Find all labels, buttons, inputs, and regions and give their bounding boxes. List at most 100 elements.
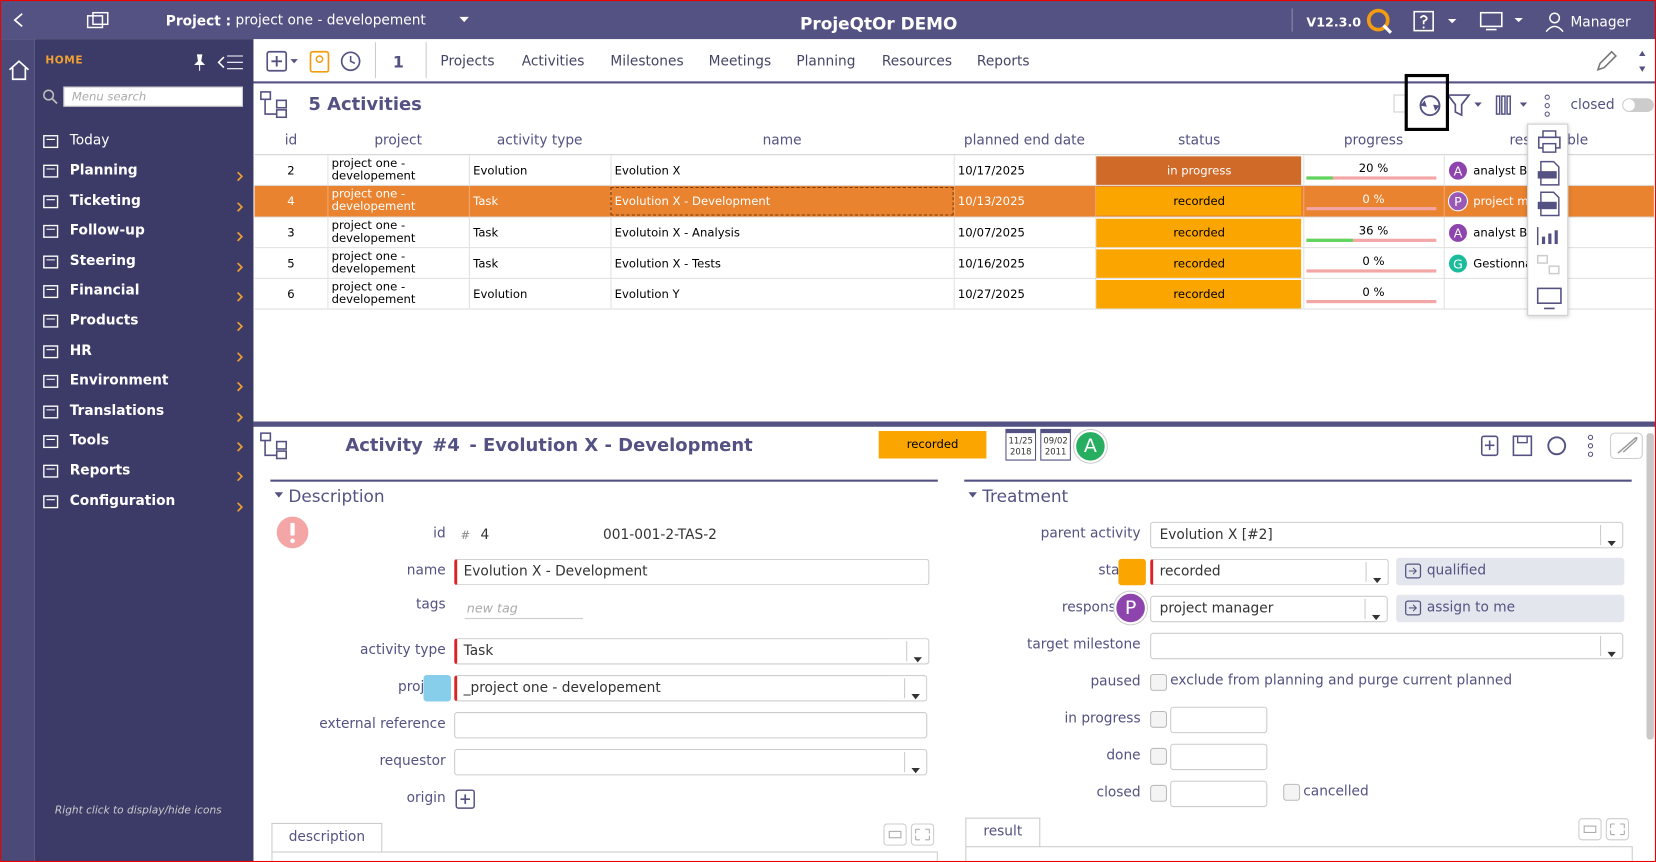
column-header[interactable]: project: [327, 133, 469, 149]
button-icon-svg: [1405, 563, 1422, 580]
toolbar-icons[interactable]: [266, 50, 372, 75]
column-header[interactable]: activity type: [469, 133, 611, 149]
table-row[interactable]: 5project one - developementTaskEvolution…: [255, 248, 1654, 279]
menu-item[interactable]: Follow-up: [70, 223, 145, 239]
menu-item[interactable]: Ticketing: [70, 193, 141, 209]
nav-tab[interactable]: Milestones: [610, 54, 683, 70]
menu-item[interactable]: Steering: [70, 253, 136, 269]
input-field[interactable]: [454, 638, 929, 664]
more-icon[interactable]: [1542, 94, 1553, 119]
detail-icon: [260, 432, 292, 459]
input-field[interactable]: [1150, 633, 1623, 659]
text-tab-label[interactable]: description: [271, 829, 382, 845]
table-row[interactable]: 6project one - developementEvolutionEvol…: [255, 279, 1654, 310]
user-name[interactable]: Manager: [1570, 15, 1630, 31]
menu-item[interactable]: Products: [70, 313, 139, 329]
menu-search[interactable]: Menu search: [72, 90, 146, 104]
checkbox[interactable]: [1150, 711, 1167, 728]
button-icon: [1405, 600, 1422, 621]
sidebar-pin-icons[interactable]: [192, 53, 245, 72]
menu-icon: [42, 493, 59, 514]
closed-label: closed: [1570, 97, 1614, 113]
section-heading[interactable]: Description: [288, 486, 384, 506]
column-header[interactable]: status: [1095, 133, 1303, 149]
editor-icons: [1578, 818, 1631, 845]
cell-border: [954, 186, 955, 217]
menu-icon: [42, 373, 59, 394]
scrollbar: [1646, 433, 1653, 739]
menu-chevron: [236, 346, 247, 366]
user-icon[interactable]: [1544, 12, 1565, 33]
menu-icon: [42, 253, 59, 274]
checkbox[interactable]: [1150, 748, 1167, 765]
section-heading[interactable]: Treatment: [982, 486, 1068, 506]
id-hash: #: [460, 528, 470, 542]
collapse-arrow[interactable]: [275, 491, 286, 499]
screen-icon[interactable]: [1480, 12, 1529, 31]
toolbar-counter[interactable]: 1: [393, 53, 404, 72]
toolbar-right-icons[interactable]: [1595, 49, 1654, 76]
app-title: ProjeQtOr DEMO: [773, 14, 984, 34]
nav-tab[interactable]: Projects: [440, 54, 494, 70]
menu-item[interactable]: Environment: [70, 373, 169, 389]
input-field[interactable]: [454, 749, 927, 775]
table-row[interactable]: 2project one - developementEvolutionEvol…: [255, 155, 1654, 186]
menu-icon: [42, 223, 59, 244]
table-row[interactable]: 3project one - developementTaskEvolutoin…: [255, 217, 1654, 248]
nav-tab[interactable]: Reports: [977, 54, 1030, 70]
logo: [1366, 7, 1393, 34]
menu-item[interactable]: Tools: [70, 433, 109, 449]
cell-project: project one - developement: [332, 281, 457, 306]
toolbar-separator: [375, 42, 376, 78]
tag-underline: [465, 618, 583, 619]
switch-icon[interactable]: [87, 12, 110, 30]
collapse-icon[interactable]: [11, 12, 28, 29]
collapse-arrow[interactable]: [968, 491, 979, 499]
help-icon[interactable]: [1413, 11, 1466, 32]
checkbox[interactable]: [1150, 674, 1167, 691]
menu-icon-svg: [42, 193, 59, 210]
menu-icon: [42, 433, 59, 454]
menu-item[interactable]: Financial: [70, 283, 140, 299]
home-icon[interactable]: [7, 58, 30, 81]
menu-item[interactable]: Planning: [70, 163, 138, 179]
nav-tab[interactable]: Activities: [522, 54, 585, 70]
export-menu[interactable]: [1527, 124, 1568, 316]
menu-chevron: [236, 496, 247, 516]
menu-item[interactable]: HR: [70, 343, 92, 359]
column-header[interactable]: planned end date: [954, 133, 1096, 149]
menu-chevron: [236, 196, 247, 216]
date-input[interactable]: [1170, 744, 1267, 770]
menu-chevron: [236, 376, 247, 396]
sidebar-hint: Right click to display/hide icons: [55, 805, 222, 817]
nav-tab[interactable]: Meetings: [709, 54, 772, 70]
closed-toggle[interactable]: [1622, 98, 1654, 112]
tag-input[interactable]: new tag: [467, 601, 518, 616]
field-label: done: [929, 748, 1140, 764]
side-strip: [0, 39, 35, 862]
column-header[interactable]: name: [610, 133, 953, 149]
project-dropdown[interactable]: [459, 16, 470, 24]
table-row[interactable]: 4project one - developementTaskEvolution…: [255, 186, 1654, 217]
menu-item[interactable]: Translations: [70, 403, 164, 419]
menu-icon-svg: [42, 493, 59, 510]
nav-tab[interactable]: Planning: [796, 54, 855, 70]
column-header[interactable]: progress: [1303, 133, 1443, 149]
cell-end_date: 10/17/2025: [958, 164, 1091, 178]
column-header[interactable]: id: [255, 133, 328, 149]
detail-tool-icons[interactable]: [1479, 432, 1648, 459]
nav-tab[interactable]: Resources: [882, 54, 952, 70]
menu-item[interactable]: Configuration: [70, 493, 176, 509]
text-tab-label[interactable]: result: [965, 824, 1040, 840]
project-selector[interactable]: project one - developement: [236, 13, 426, 29]
menu-chevron: [236, 166, 247, 186]
input-field[interactable]: [454, 712, 927, 738]
date-input[interactable]: [1170, 781, 1267, 807]
checkbox[interactable]: [1150, 785, 1167, 802]
menu-item[interactable]: Today: [70, 133, 110, 149]
dropdown-arrow-svg: [911, 768, 921, 774]
menu-item[interactable]: Reports: [70, 463, 131, 479]
menu-icon: [42, 133, 59, 154]
date-input[interactable]: [1170, 707, 1267, 733]
checkbox[interactable]: [1283, 784, 1300, 801]
